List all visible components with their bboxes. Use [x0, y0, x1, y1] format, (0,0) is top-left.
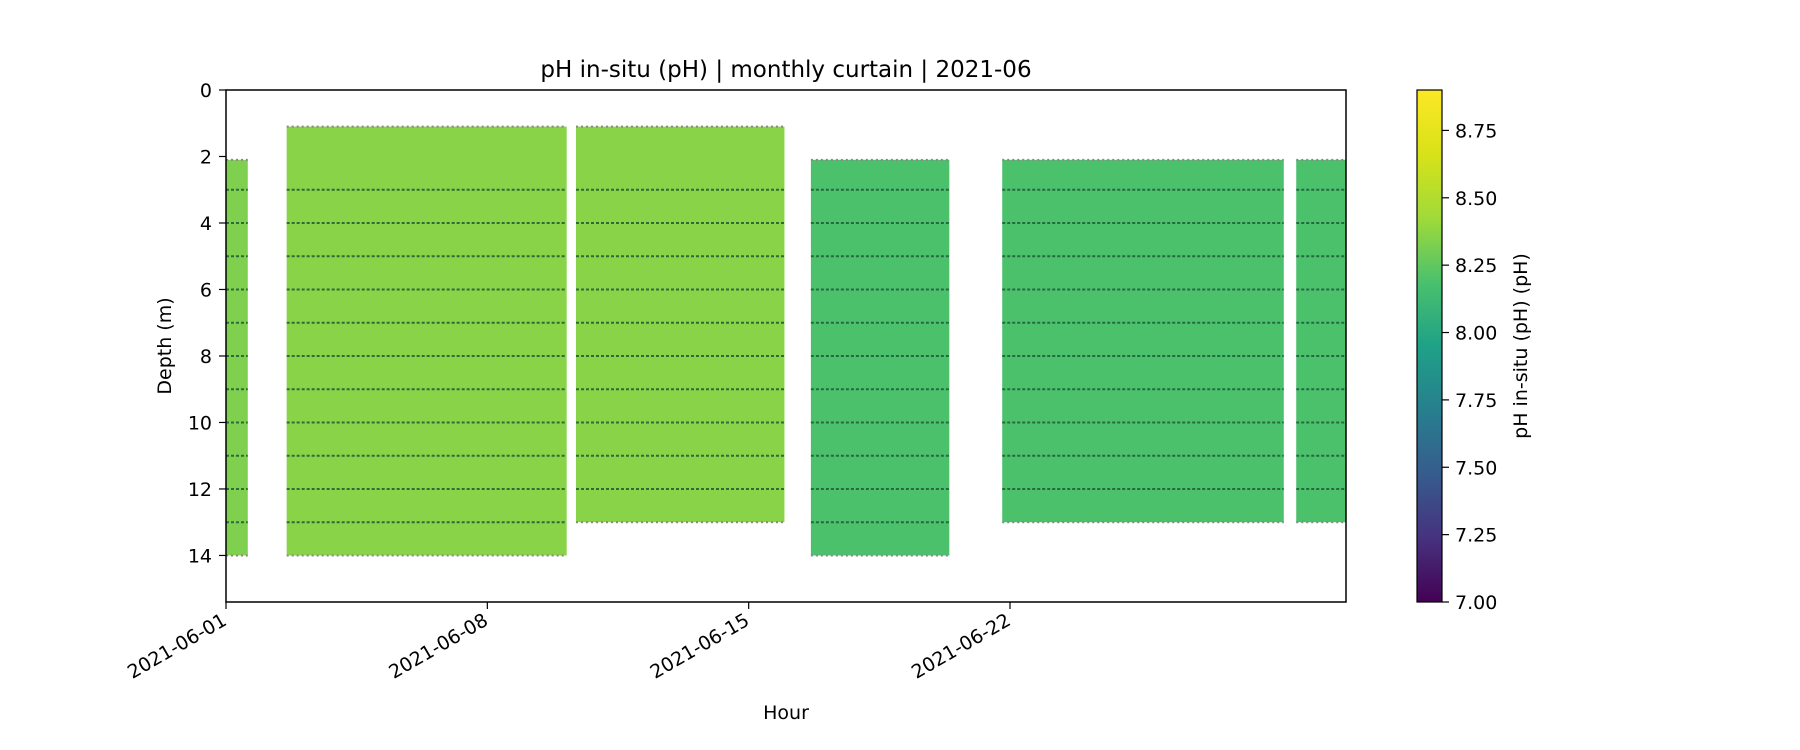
y-tick-label: 0	[200, 80, 212, 102]
curtain-segment-5	[1002, 158, 1284, 524]
curtain-segment-4	[810, 158, 950, 557]
y-tick-label: 4	[200, 213, 212, 235]
colorbar-tick-label: 7.75	[1455, 390, 1497, 412]
y-tick-label: 8	[200, 346, 212, 368]
colorbar-tick-label: 8.75	[1455, 120, 1497, 142]
y-tick-label: 12	[188, 479, 212, 501]
x-tick-label: 2021-06-08	[385, 609, 492, 683]
colorbar: 7.00 7.25 7.50 7.75 8.00 8.25 8.50 8.75	[1416, 89, 1497, 614]
y-tick-label: 14	[188, 545, 212, 567]
plot-frame	[225, 89, 1347, 603]
chart-title: pH in-situ (pH) | monthly curtain | 2021…	[540, 57, 1031, 83]
colorbar-tick-label: 8.00	[1455, 323, 1497, 345]
segment-fill	[1002, 159, 1284, 523]
colorbar-tick-label: 7.00	[1455, 592, 1497, 614]
segment-fill	[1296, 159, 1346, 523]
y-axis-title: Depth (m)	[154, 297, 176, 394]
y-tick-label: 6	[200, 279, 212, 301]
x-tick-label: 2021-06-15	[647, 609, 754, 683]
y-tick-label: 2	[200, 146, 212, 168]
x-tick-label: 2021-06-22	[908, 609, 1015, 683]
y-tick-label: 10	[188, 412, 212, 434]
x-axis-title: Hour	[763, 702, 809, 724]
segment-fill	[576, 126, 785, 523]
colorbar-gradient	[1416, 89, 1443, 603]
plot-area	[226, 125, 1346, 557]
colorbar-tick-label: 8.25	[1455, 255, 1497, 277]
colorbar-tick-label: 7.25	[1455, 525, 1497, 547]
colorbar-tick-label: 8.50	[1455, 188, 1497, 210]
curtain-segment-2	[286, 125, 567, 557]
segment-fill	[286, 126, 567, 556]
curtain-segment-1	[226, 158, 248, 557]
segment-fill	[810, 159, 950, 556]
curtain-segment-6	[1296, 158, 1346, 524]
colorbar-tick-label: 7.50	[1455, 457, 1497, 479]
colorbar-label: pH in-situ (pH) (pH)	[1510, 253, 1532, 439]
x-tick-label: 2021-06-01	[124, 609, 231, 683]
curtain-segment-3	[576, 125, 785, 524]
segment-fill	[226, 159, 248, 556]
